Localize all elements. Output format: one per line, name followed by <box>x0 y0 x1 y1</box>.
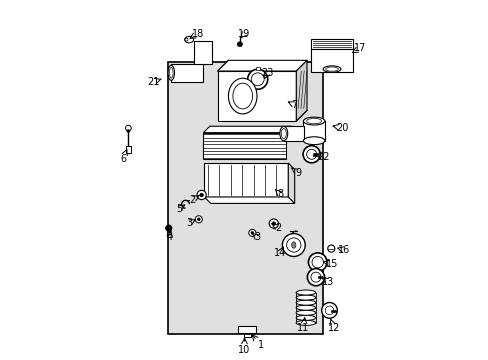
Circle shape <box>248 229 255 237</box>
Circle shape <box>197 190 206 200</box>
Text: 4: 4 <box>166 232 172 242</box>
Circle shape <box>303 146 320 163</box>
Circle shape <box>327 245 334 252</box>
Bar <box>311 39 352 49</box>
Text: 1: 1 <box>257 340 263 350</box>
Bar <box>283 126 303 141</box>
Ellipse shape <box>169 67 173 78</box>
Bar <box>217 71 296 121</box>
Circle shape <box>237 42 242 47</box>
Ellipse shape <box>296 305 315 310</box>
Ellipse shape <box>296 315 315 320</box>
Ellipse shape <box>185 38 188 41</box>
Polygon shape <box>287 163 294 203</box>
Text: 3: 3 <box>253 232 260 242</box>
Text: 2: 2 <box>189 195 195 204</box>
Circle shape <box>308 253 326 271</box>
Text: 17: 17 <box>354 43 366 53</box>
Polygon shape <box>166 232 171 234</box>
Circle shape <box>197 218 200 221</box>
Bar <box>238 326 256 333</box>
Polygon shape <box>204 197 294 203</box>
Text: 19: 19 <box>238 28 250 39</box>
Bar <box>330 310 335 312</box>
Ellipse shape <box>296 300 315 305</box>
Circle shape <box>310 272 320 282</box>
Bar <box>303 121 324 141</box>
Text: 7: 7 <box>291 100 297 110</box>
Bar <box>167 62 323 334</box>
Circle shape <box>268 219 278 228</box>
Ellipse shape <box>279 126 287 141</box>
Polygon shape <box>203 126 291 133</box>
Ellipse shape <box>306 118 321 124</box>
Bar <box>317 276 322 278</box>
Circle shape <box>200 193 203 197</box>
Circle shape <box>307 269 324 286</box>
Text: 21: 21 <box>147 77 159 87</box>
Circle shape <box>127 130 130 132</box>
Ellipse shape <box>228 78 257 114</box>
Circle shape <box>125 125 131 131</box>
Circle shape <box>250 231 253 234</box>
Ellipse shape <box>281 129 285 139</box>
Text: 3: 3 <box>186 218 192 228</box>
Bar <box>125 146 131 153</box>
Bar <box>313 153 317 156</box>
Circle shape <box>311 256 323 268</box>
Ellipse shape <box>296 295 315 300</box>
Text: 8: 8 <box>277 189 283 199</box>
Text: 14: 14 <box>274 248 286 258</box>
Bar <box>203 133 285 159</box>
Ellipse shape <box>296 310 315 315</box>
Ellipse shape <box>323 66 340 72</box>
Text: 10: 10 <box>238 345 250 355</box>
Ellipse shape <box>184 36 193 43</box>
Text: 23: 23 <box>261 68 273 78</box>
Polygon shape <box>296 60 306 121</box>
Ellipse shape <box>232 83 252 109</box>
Text: 6: 6 <box>120 154 126 163</box>
Circle shape <box>306 149 316 159</box>
Circle shape <box>195 216 202 223</box>
Text: 11: 11 <box>297 323 309 333</box>
Ellipse shape <box>291 242 295 248</box>
Circle shape <box>286 238 300 252</box>
Bar <box>194 41 212 64</box>
Bar <box>171 64 203 82</box>
Text: 12: 12 <box>327 323 339 333</box>
Text: 22: 22 <box>316 152 328 162</box>
Text: 5: 5 <box>176 203 182 213</box>
Text: 18: 18 <box>192 28 204 39</box>
Text: 16: 16 <box>337 245 349 255</box>
Ellipse shape <box>296 320 315 325</box>
Circle shape <box>271 222 275 225</box>
Circle shape <box>251 73 264 86</box>
Circle shape <box>321 302 337 318</box>
Polygon shape <box>217 60 306 71</box>
Text: 15: 15 <box>325 259 338 269</box>
Circle shape <box>325 306 333 315</box>
Bar <box>204 163 287 197</box>
Text: 13: 13 <box>322 277 334 287</box>
Ellipse shape <box>296 290 315 295</box>
Text: 9: 9 <box>294 168 301 178</box>
Ellipse shape <box>303 117 324 125</box>
Ellipse shape <box>325 67 338 71</box>
Circle shape <box>247 69 267 89</box>
Bar <box>255 67 259 70</box>
Text: 20: 20 <box>336 123 348 133</box>
Circle shape <box>282 234 305 256</box>
Circle shape <box>165 225 172 231</box>
Ellipse shape <box>303 137 324 145</box>
Ellipse shape <box>168 65 174 80</box>
Bar <box>311 49 352 72</box>
Text: 2: 2 <box>275 223 281 233</box>
